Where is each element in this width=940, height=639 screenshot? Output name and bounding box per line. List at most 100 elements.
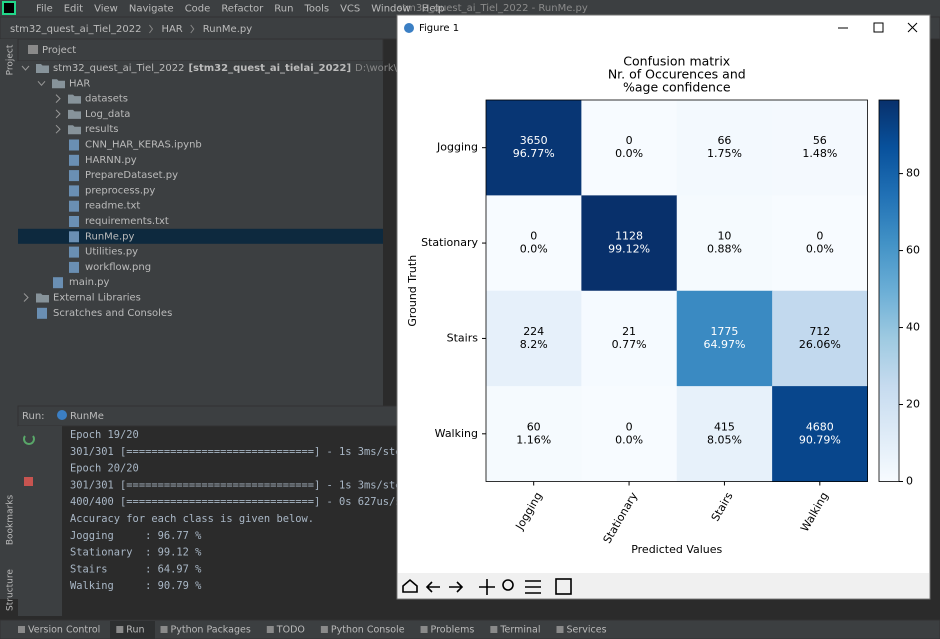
home-button[interactable] — [402, 578, 418, 593]
tree-label: HAR — [69, 78, 90, 89]
run-toolbar — [18, 426, 62, 616]
cell-percent: 0.0% — [615, 433, 643, 446]
cell-percent: 99.12% — [608, 243, 650, 256]
menu-item[interactable]: VCS — [340, 4, 360, 15]
app-icon-inner — [4, 3, 14, 13]
stop-icon[interactable] — [24, 477, 33, 486]
tree-arrow[interactable] — [55, 94, 61, 103]
tree-item[interactable]: requirements.txt — [85, 216, 169, 227]
status-tab[interactable]: TODO — [276, 625, 305, 636]
menu-item[interactable]: Tools — [303, 4, 329, 15]
status-tab[interactable]: Run — [126, 625, 144, 636]
cell-percent: 0.0% — [520, 243, 548, 256]
status-tab-icon — [266, 626, 274, 633]
tree-item[interactable]: Log_data — [85, 109, 130, 120]
breadcrumb-item[interactable]: RunMe.py — [203, 24, 252, 35]
status-tab-icon — [320, 626, 328, 633]
figure-toolbar — [398, 573, 929, 598]
close-button[interactable] — [907, 22, 918, 33]
tree-item[interactable]: Scratches and Consoles — [53, 308, 172, 319]
heatmap-cell — [772, 290, 868, 387]
file-icon — [69, 216, 79, 227]
file-icon — [69, 200, 79, 212]
console-line: Stationary : 99.12 % — [70, 547, 202, 559]
status-tab[interactable]: Services — [567, 625, 607, 636]
status-tab[interactable]: Terminal — [499, 625, 540, 636]
maximize-button[interactable] — [873, 22, 884, 33]
menu-item[interactable]: Run — [274, 4, 293, 15]
figure-icon — [404, 23, 414, 33]
configure-button[interactable] — [525, 580, 541, 594]
tree-item[interactable]: workflow.png — [85, 262, 151, 273]
folder-icon — [68, 109, 81, 119]
tree-arrow[interactable] — [21, 65, 30, 71]
console-line: Epoch 19/20 — [70, 429, 139, 441]
menu-item[interactable]: View — [94, 4, 118, 15]
cell-count: 10 — [717, 230, 731, 243]
console-line: Stairs : 64.97 % — [70, 563, 202, 575]
tree-arrow[interactable] — [55, 109, 61, 119]
tree-arrow[interactable] — [55, 124, 61, 134]
menu-item[interactable]: Help — [422, 4, 445, 15]
tree-item[interactable]: results — [85, 124, 119, 135]
side-tab[interactable]: Structure — [6, 569, 16, 611]
forward-button[interactable] — [449, 581, 464, 593]
breadcrumb-separator — [190, 24, 195, 34]
cell-percent: 26.06% — [799, 338, 841, 351]
menu-item[interactable]: Edit — [64, 4, 83, 15]
console-line: Accuracy for each class is given below. — [70, 513, 314, 525]
rerun-icon[interactable] — [23, 435, 35, 445]
pan-button[interactable] — [479, 579, 495, 595]
save-button[interactable] — [555, 578, 572, 595]
menu-item[interactable]: Refactor — [221, 4, 264, 15]
status-tab[interactable]: Version Control — [28, 625, 100, 636]
tree-item[interactable]: main.py — [69, 277, 110, 288]
status-tab[interactable]: Python Packages — [171, 625, 251, 636]
tree-arrow[interactable] — [37, 80, 46, 87]
tree-item[interactable]: preprocess.py — [85, 185, 155, 196]
side-tab[interactable]: Project — [6, 44, 16, 75]
tree-label: datasets — [85, 94, 128, 105]
side-tab[interactable]: Bookmarks — [6, 495, 16, 546]
back-button[interactable] — [425, 581, 440, 593]
tree-item[interactable]: External Libraries — [53, 293, 141, 304]
tree-label: Utilities.py — [85, 247, 138, 258]
cell-count: 1128 — [615, 230, 643, 243]
tree-item[interactable]: HARNN.py — [85, 155, 137, 166]
status-tab[interactable]: Problems — [431, 625, 475, 636]
menu-item[interactable]: File — [36, 4, 53, 15]
menu-item[interactable]: Navigate — [129, 4, 174, 15]
breadcrumb-item[interactable]: HAR — [161, 24, 182, 35]
run-label: Run: — [22, 411, 45, 422]
breadcrumb-item[interactable]: stm32_quest_ai_Tiel_2022 — [10, 24, 141, 35]
console-line: 301/301 [==============================]… — [70, 479, 408, 491]
tree-arrow[interactable] — [23, 293, 29, 302]
run-tab[interactable]: RunMe — [70, 411, 104, 422]
menu-item[interactable]: Window — [371, 4, 410, 15]
cell-percent: 1.16% — [516, 433, 551, 446]
window-title: stm32_quest_ai_Tiel_2022 - RunMe.py — [397, 3, 588, 14]
menu-item[interactable]: Code — [185, 4, 211, 15]
tree-item[interactable]: Utilities.py — [85, 247, 138, 258]
tree-item[interactable]: PrepareDataset.py — [85, 170, 178, 181]
file-icon — [69, 246, 79, 258]
tree-item[interactable]: HAR — [69, 78, 90, 89]
cell-percent: 0.77% — [612, 338, 647, 351]
zoom-button[interactable] — [502, 579, 514, 591]
tree-item[interactable]: readme.txt — [85, 201, 140, 212]
tree-item[interactable]: stm32_quest_ai_Tiel_2022 [stm32_quest_ai_… — [53, 63, 457, 74]
cell-percent: 0.0% — [806, 243, 834, 256]
tree-label: requirements.txt — [85, 216, 169, 227]
tree-item[interactable]: CNN_HAR_KERAS.ipynb — [85, 140, 202, 151]
heatmap-cell — [581, 100, 678, 196]
console-line: 301/301 [==============================]… — [70, 446, 408, 458]
figure-title: Figure 1 — [419, 23, 459, 34]
tree-item[interactable]: datasets — [85, 94, 128, 105]
status-tab[interactable]: Python Console — [331, 625, 405, 636]
file-icon — [69, 154, 79, 166]
tree-item[interactable]: RunMe.py — [85, 231, 134, 242]
cell-count: 1775 — [710, 325, 738, 338]
menu-bar — [0, 0, 940, 17]
heatmap-cell — [486, 195, 582, 292]
cell-count: 66 — [717, 134, 731, 147]
